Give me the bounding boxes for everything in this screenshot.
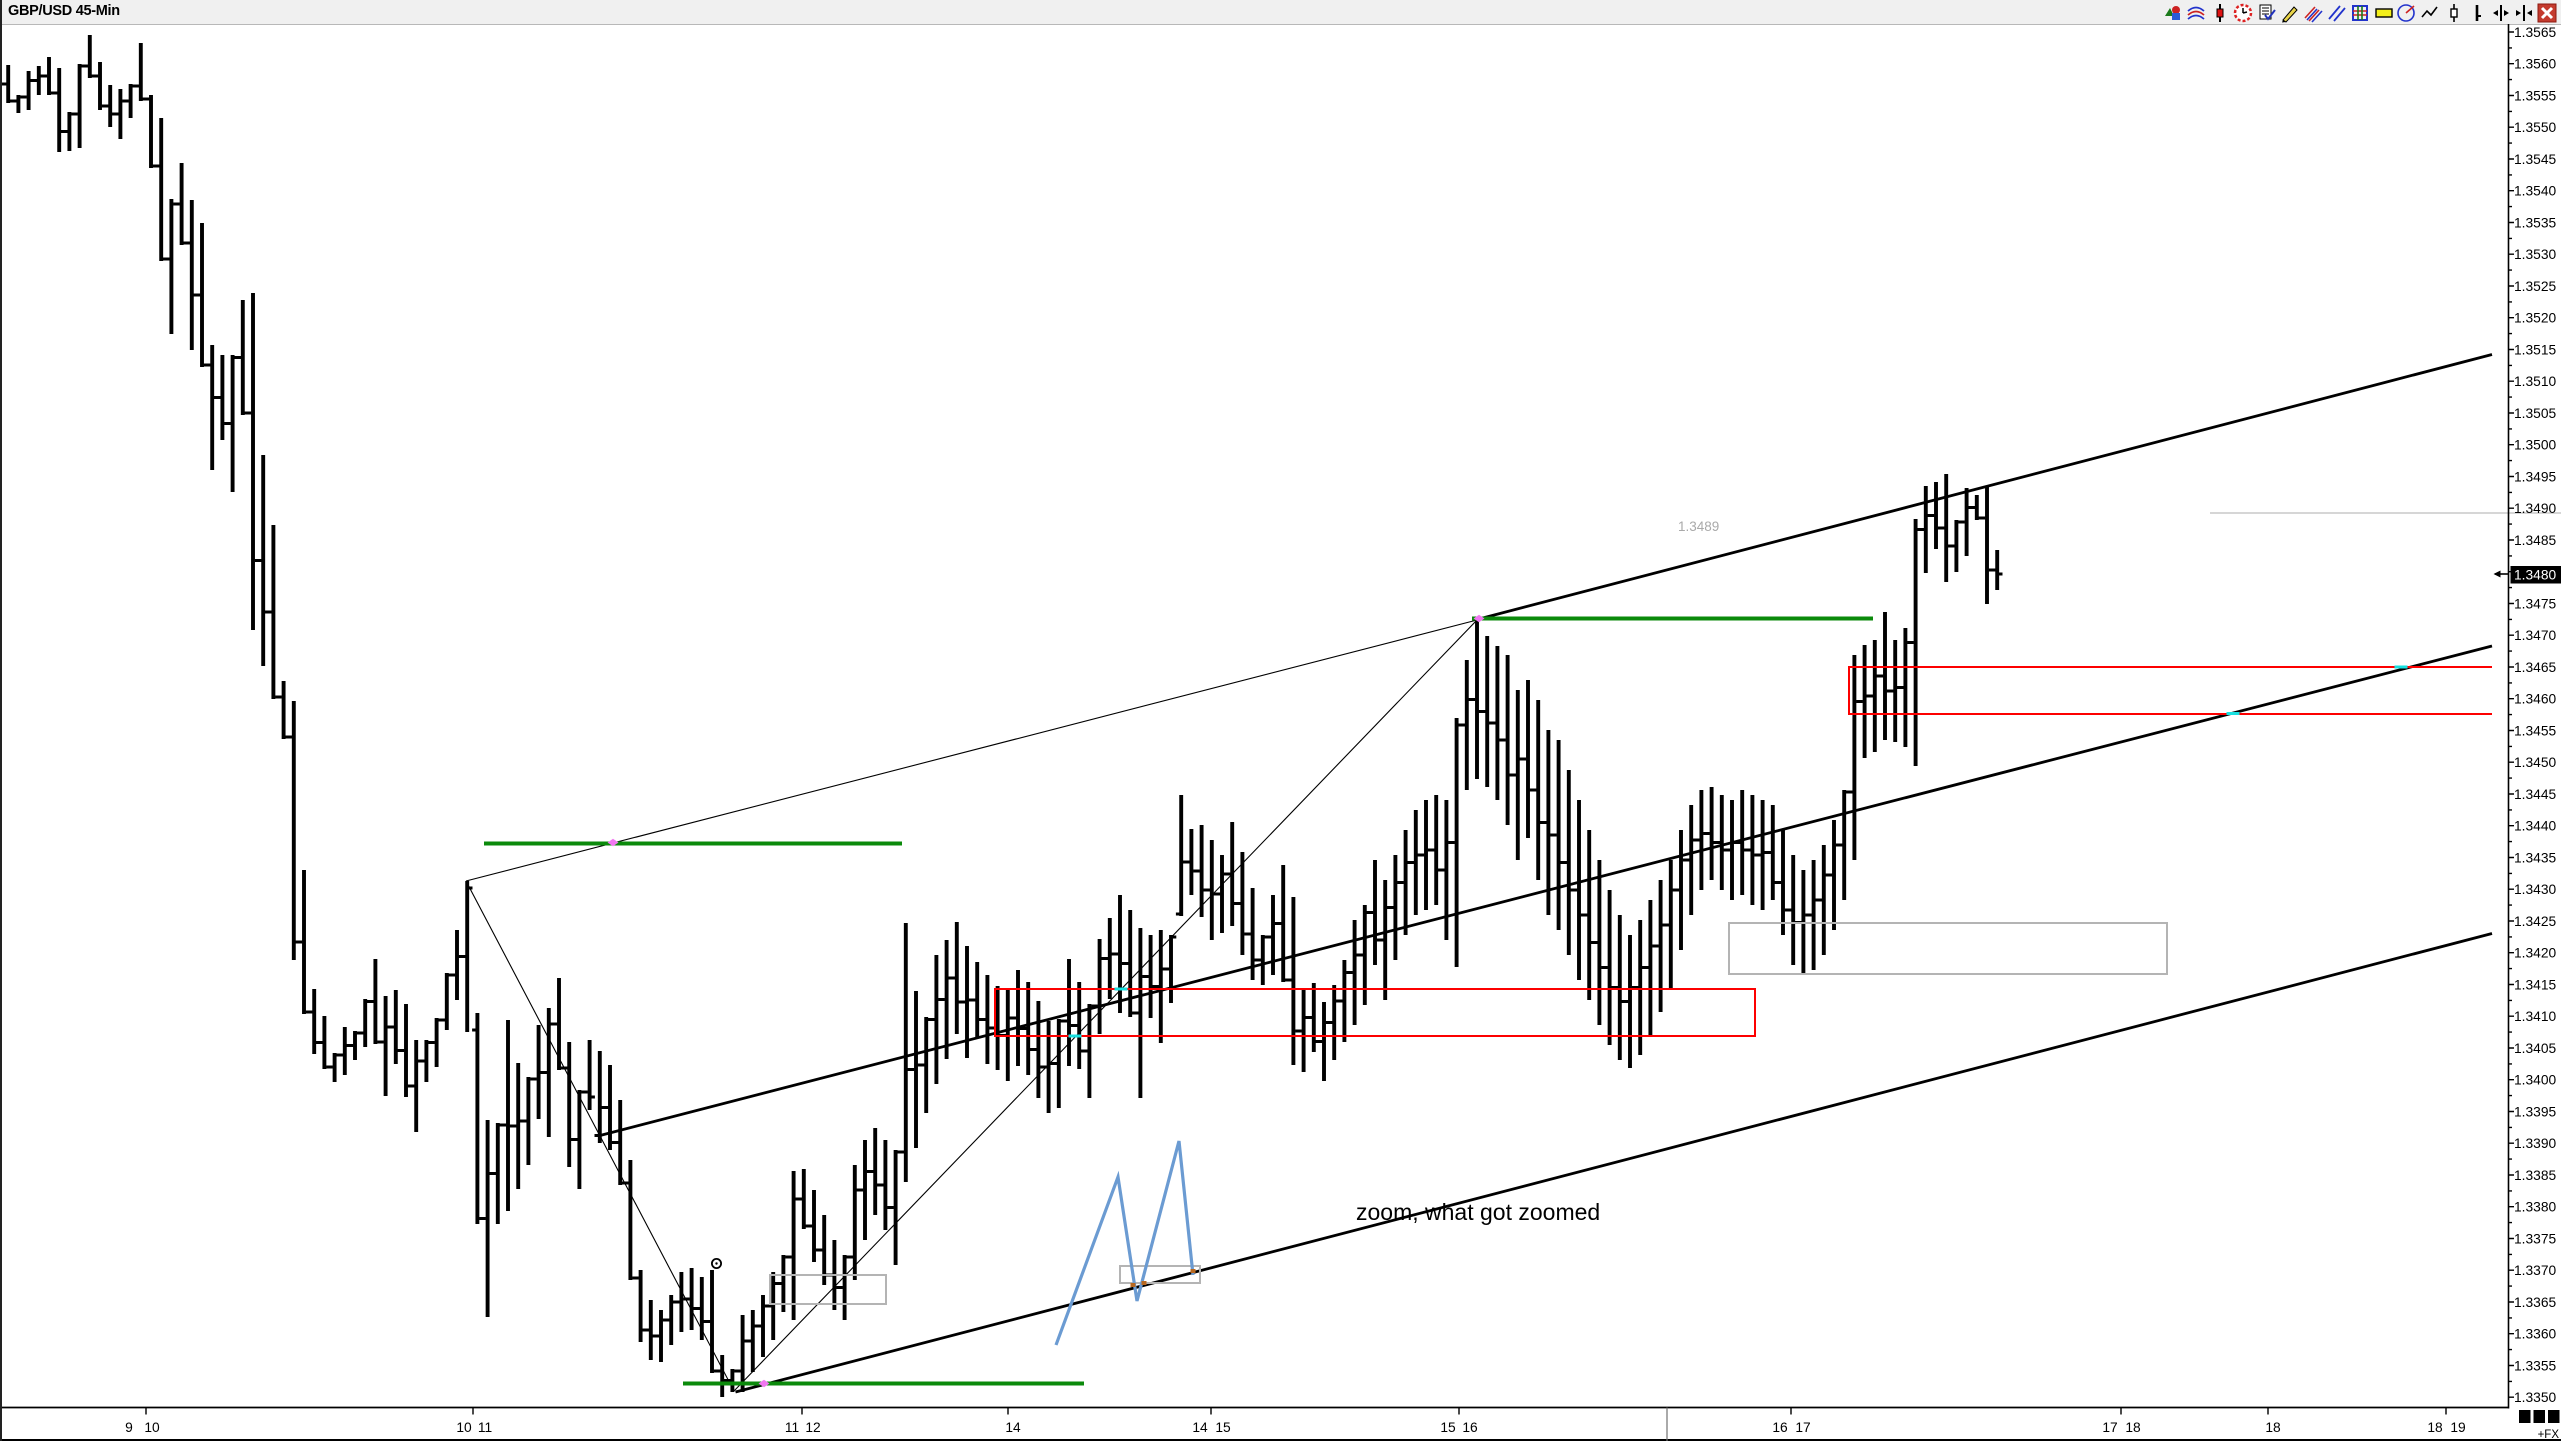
svg-text:1.3465: 1.3465 [2514, 660, 2557, 675]
svg-text:1.3400: 1.3400 [2514, 1073, 2557, 1088]
svg-text:1.3435: 1.3435 [2514, 851, 2557, 866]
svg-text:1.3545: 1.3545 [2514, 152, 2557, 167]
svg-text:12: 12 [805, 1420, 820, 1435]
svg-text:1.3430: 1.3430 [2514, 882, 2557, 897]
svg-text:1.3390: 1.3390 [2514, 1136, 2557, 1151]
svg-text:1.3495: 1.3495 [2514, 470, 2557, 485]
svg-text:1.3510: 1.3510 [2514, 374, 2557, 389]
svg-text:1.3350: 1.3350 [2514, 1390, 2557, 1405]
svg-text:16: 16 [1772, 1420, 1788, 1435]
svg-text:1.3385: 1.3385 [2514, 1168, 2557, 1183]
svg-text:1.3535: 1.3535 [2514, 216, 2557, 231]
svg-text:15: 15 [1215, 1420, 1231, 1435]
svg-text:17: 17 [1795, 1420, 1810, 1435]
svg-text:1.3445: 1.3445 [2514, 787, 2557, 802]
svg-text:1.3490: 1.3490 [2514, 501, 2557, 516]
svg-text:1.3460: 1.3460 [2514, 692, 2557, 707]
svg-text:1.3450: 1.3450 [2514, 755, 2557, 770]
svg-text:9: 9 [125, 1420, 133, 1435]
svg-text:1.3365: 1.3365 [2514, 1295, 2557, 1310]
svg-text:11: 11 [785, 1420, 799, 1435]
svg-text:1.3485: 1.3485 [2514, 533, 2557, 548]
svg-text:1.3565: 1.3565 [2514, 25, 2557, 40]
svg-text:1.3505: 1.3505 [2514, 406, 2557, 421]
svg-text:19: 19 [2450, 1420, 2466, 1435]
svg-text:16: 16 [1462, 1420, 1478, 1435]
svg-text:10: 10 [144, 1420, 160, 1435]
svg-text:+FX: +FX [2538, 1429, 2560, 1441]
svg-text:1.3420: 1.3420 [2514, 946, 2557, 961]
svg-text:1.3440: 1.3440 [2514, 819, 2557, 834]
svg-text:1.3425: 1.3425 [2514, 914, 2557, 929]
svg-text:1.3410: 1.3410 [2514, 1009, 2557, 1024]
svg-text:1.3500: 1.3500 [2514, 438, 2557, 453]
svg-text:1.3470: 1.3470 [2514, 628, 2557, 643]
svg-text:1.3530: 1.3530 [2514, 247, 2557, 262]
svg-text:1.3540: 1.3540 [2514, 184, 2557, 199]
svg-text:14: 14 [1192, 1420, 1208, 1435]
svg-text:1.3515: 1.3515 [2514, 343, 2557, 358]
svg-text:1.3550: 1.3550 [2514, 120, 2557, 135]
svg-text:18: 18 [2125, 1420, 2141, 1435]
svg-text:1.3480: 1.3480 [2514, 568, 2557, 583]
svg-text:11: 11 [478, 1420, 492, 1435]
svg-text:1.3375: 1.3375 [2514, 1232, 2557, 1247]
svg-text:1.3395: 1.3395 [2514, 1105, 2557, 1120]
svg-text:17: 17 [2102, 1420, 2117, 1435]
svg-text:1.3355: 1.3355 [2514, 1359, 2557, 1374]
svg-text:1.3415: 1.3415 [2514, 978, 2557, 993]
svg-text:10: 10 [456, 1420, 472, 1435]
svg-text:1.3360: 1.3360 [2514, 1327, 2557, 1342]
svg-text:1.3370: 1.3370 [2514, 1263, 2557, 1278]
svg-text:18: 18 [2427, 1420, 2443, 1435]
svg-text:14: 14 [1005, 1420, 1021, 1435]
svg-text:1.3475: 1.3475 [2514, 597, 2557, 612]
svg-text:1.3525: 1.3525 [2514, 279, 2557, 294]
svg-text:1.3380: 1.3380 [2514, 1200, 2557, 1215]
svg-text:1.3405: 1.3405 [2514, 1041, 2557, 1056]
svg-text:15: 15 [1440, 1420, 1456, 1435]
svg-text:18: 18 [2265, 1420, 2281, 1435]
svg-text:1.3520: 1.3520 [2514, 311, 2557, 326]
svg-text:1.3455: 1.3455 [2514, 724, 2557, 739]
svg-text:1.3489: 1.3489 [1678, 519, 1719, 534]
svg-text:zoom, what got zoomed: zoom, what got zoomed [1356, 1199, 1600, 1225]
svg-text:1.3555: 1.3555 [2514, 89, 2557, 104]
svg-text:1.3560: 1.3560 [2514, 57, 2557, 72]
